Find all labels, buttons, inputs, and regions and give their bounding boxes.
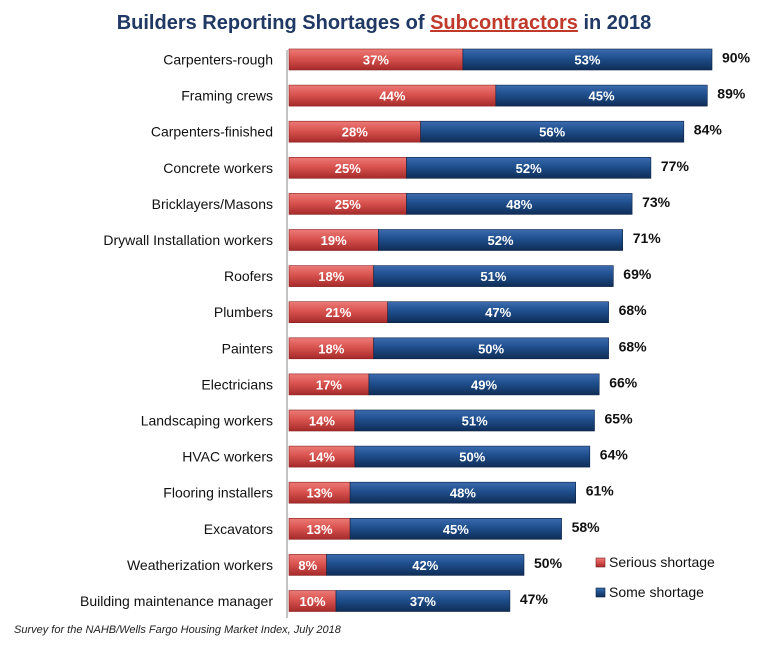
category-label-electricians: Electricians [201, 376, 273, 392]
total-label-carpenters-finished: 84% [694, 122, 723, 138]
value-label-serious-electricians: 17% [316, 377, 342, 392]
category-label-landscaping-workers: Landscaping workers [141, 413, 273, 429]
value-label-some-building-maintenance-manager: 37% [410, 594, 436, 609]
category-label-drywall-installation-workers: Drywall Installation workers [103, 232, 273, 248]
bar-some-excavators [349, 517, 562, 540]
category-label-flooring-installers: Flooring installers [163, 485, 273, 501]
value-label-some-drywall-installation-workers: 52% [487, 233, 513, 248]
total-label-roofers: 69% [623, 266, 652, 282]
bar-some-plumbers [387, 301, 609, 324]
total-label-concrete-workers: 77% [661, 158, 690, 174]
total-label-bricklayers-masons: 73% [642, 194, 671, 210]
category-label-hvac-workers: HVAC workers [182, 449, 273, 465]
value-label-serious-weatherization-workers: 8% [298, 558, 317, 573]
value-label-serious-excavators: 13% [307, 522, 333, 537]
bar-some-hvac-workers [354, 445, 591, 468]
total-label-electricians: 66% [609, 374, 638, 390]
total-label-landscaping-workers: 65% [605, 411, 634, 427]
value-label-serious-roofers: 18% [318, 269, 344, 284]
bar-some-painters [373, 337, 609, 360]
legend-label-serious: Serious shortage [609, 554, 715, 570]
bar-some-electricians [368, 373, 600, 396]
value-label-serious-carpenters-finished: 28% [342, 125, 368, 140]
legend: Serious shortage Some shortage [595, 554, 715, 600]
value-label-serious-plumbers: 21% [325, 305, 351, 320]
bar-some-weatherization-workers [326, 554, 525, 576]
bar-some-bricklayers-masons [406, 193, 633, 215]
category-label-carpenters-finished: Carpenters-finished [151, 124, 273, 140]
category-label-framing-crews: Framing crews [181, 88, 273, 104]
bar-some-framing-crews [495, 84, 708, 107]
category-label-carpenters-rough: Carpenters-rough [163, 52, 273, 68]
value-label-some-bricklayers-masons: 48% [506, 197, 532, 212]
chart-title: Builders Reporting Shortages of Subcontr… [0, 12, 768, 35]
value-label-serious-concrete-workers: 25% [335, 161, 361, 176]
value-label-some-painters: 50% [478, 341, 504, 356]
value-label-some-plumbers: 47% [485, 305, 511, 320]
value-label-serious-framing-crews: 44% [379, 89, 405, 104]
category-label-concrete-workers: Concrete workers [163, 160, 273, 176]
value-label-some-roofers: 51% [480, 269, 506, 284]
bar-some-landscaping-workers [354, 409, 595, 432]
total-label-flooring-installers: 61% [586, 483, 615, 499]
value-label-some-framing-crews: 45% [589, 89, 615, 104]
value-label-serious-drywall-installation-workers: 19% [321, 233, 347, 248]
value-label-serious-hvac-workers: 14% [309, 450, 335, 465]
value-label-some-hvac-workers: 50% [459, 450, 485, 465]
value-label-some-carpenters-rough: 53% [574, 53, 600, 68]
bar-some-building-maintenance-manager [335, 590, 511, 612]
bar-some-drywall-installation-workers [377, 229, 623, 251]
value-label-serious-bricklayers-masons: 25% [335, 197, 361, 212]
category-label-building-maintenance-manager: Building maintenance manager [80, 593, 273, 609]
value-label-serious-painters: 18% [318, 341, 344, 356]
total-label-building-maintenance-manager: 47% [520, 591, 549, 607]
value-label-serious-landscaping-workers: 14% [309, 414, 335, 429]
total-label-drywall-installation-workers: 71% [633, 230, 662, 246]
bar-some-roofers [373, 265, 614, 287]
value-label-some-concrete-workers: 52% [516, 161, 542, 176]
value-label-serious-building-maintenance-manager: 10% [299, 594, 325, 609]
source-footnote: Survey for the NAHB/Wells Fargo Housing … [14, 624, 341, 636]
legend-label-some: Some shortage [609, 584, 704, 600]
bar-some-carpenters-rough [462, 48, 713, 71]
total-label-hvac-workers: 64% [600, 447, 629, 463]
value-label-some-flooring-installers: 48% [450, 486, 476, 501]
value-label-some-landscaping-workers: 51% [462, 414, 488, 429]
total-label-carpenters-rough: 90% [722, 50, 751, 66]
category-label-plumbers: Plumbers [214, 304, 273, 320]
title-text-post: in 2018 [577, 12, 652, 34]
value-label-some-carpenters-finished: 56% [539, 125, 565, 140]
total-label-excavators: 58% [572, 519, 601, 535]
value-label-some-excavators: 45% [443, 522, 469, 537]
bars-group: Carpenters-rough 37% 53% 90% Framing crews 44… [80, 48, 751, 612]
total-label-weatherization-workers: 50% [534, 555, 563, 571]
total-label-framing-crews: 89% [717, 86, 746, 102]
category-label-excavators: Excavators [204, 521, 273, 537]
legend-swatch-serious [595, 557, 606, 568]
value-label-some-weatherization-workers: 42% [412, 558, 438, 573]
value-label-serious-flooring-installers: 13% [307, 486, 333, 501]
category-label-weatherization-workers: Weatherization workers [127, 557, 273, 573]
total-label-painters: 68% [619, 338, 648, 354]
bar-some-carpenters-finished [420, 120, 685, 143]
category-label-roofers: Roofers [224, 268, 273, 284]
value-label-serious-carpenters-rough: 37% [363, 53, 389, 68]
bar-some-flooring-installers [349, 481, 577, 504]
title-highlight: Subcontractors [430, 12, 578, 34]
total-label-plumbers: 68% [619, 302, 648, 318]
category-label-bricklayers-masons: Bricklayers/Masons [152, 196, 273, 212]
title-text-pre: Builders Reporting Shortages of [116, 12, 431, 34]
category-label-painters: Painters [222, 340, 273, 356]
legend-swatch-some [595, 587, 606, 598]
bar-some-concrete-workers [406, 157, 652, 179]
value-label-some-electricians: 49% [471, 377, 497, 392]
